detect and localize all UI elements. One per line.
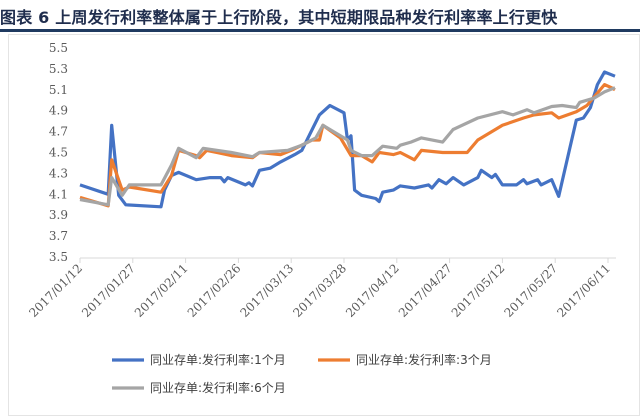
series-line-1 [79, 70, 616, 209]
y-tick-label: 4.3 [49, 166, 68, 180]
legend-label: 同业存单:发行利率:1个月 [150, 352, 286, 367]
x-tick-label: 2017/05/12 [449, 261, 508, 320]
y-tick-label: 3.7 [49, 229, 68, 243]
x-tick-label: 2017/03/28 [290, 261, 349, 320]
y-tick-label: 5.3 [49, 62, 68, 76]
y-tick-label: 4.7 [49, 125, 68, 139]
x-tick-label: 2017/06/11 [554, 261, 613, 320]
y-tick-label: 5.1 [49, 83, 68, 97]
x-tick-label: 2017/04/12 [343, 261, 402, 320]
x-tick-label: 2017/03/13 [238, 261, 297, 320]
title-underline [0, 29, 640, 32]
y-tick-label: 4.9 [49, 104, 68, 118]
x-tick-label: 2017/04/27 [396, 261, 455, 320]
y-tick-label: 3.9 [49, 208, 68, 222]
series-line-2 [79, 82, 616, 208]
x-tick-label: 2017/01/27 [79, 261, 138, 320]
y-tick-label: 4.5 [49, 146, 68, 160]
y-tick-label: 4.1 [49, 187, 68, 201]
chart-title: 图表 6 上周发行利率整体属于上行阶段，其中短期限品种发行利率率上行更快 [0, 8, 558, 27]
y-tick-label: 3.5 [49, 250, 68, 264]
legend-label: 同业存单:发行利率:3个月 [356, 352, 492, 367]
x-tick-label: 2017/02/11 [132, 261, 191, 320]
series-line-3 [79, 86, 616, 207]
x-tick-label: 2017/02/26 [185, 261, 244, 320]
legend-label: 同业存单:发行利率:6个月 [150, 380, 286, 395]
x-tick-label: 2017/05/27 [502, 261, 561, 320]
y-tick-label: 5.5 [49, 41, 68, 55]
x-tick-label: 2017/01/12 [26, 261, 85, 320]
